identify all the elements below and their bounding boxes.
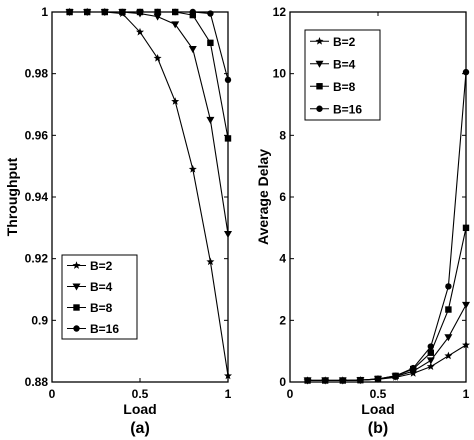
x-tick-label: 1 (463, 387, 470, 401)
legend-marker (73, 325, 80, 332)
data-point-B16 (445, 283, 452, 290)
y-axis-label: Throughput (4, 157, 20, 236)
x-axis-label: Load (123, 401, 156, 417)
y-tick-label: 4 (279, 252, 286, 266)
data-point-B16 (119, 8, 126, 16)
data-point-B16 (374, 375, 382, 383)
data-point-B16 (392, 372, 399, 380)
y-tick-label: 0.96 (25, 128, 49, 142)
legend-marker (316, 83, 323, 90)
x-tick-label: 0 (287, 387, 294, 401)
data-point-B4 (224, 231, 232, 238)
y-tick-label: 0.9 (31, 313, 48, 327)
data-point-B16 (84, 8, 91, 16)
chart-panel-a: 0.88 0.9 0.92 0.94 0.96 0.98 1 0 0.5 1 Load Through… (4, 5, 232, 437)
y-tick-label: 6 (279, 190, 286, 204)
data-point-B16 (427, 343, 434, 350)
y-tick-label: 0.88 (25, 375, 49, 389)
panel-label: (a) (130, 420, 150, 437)
data-point-B2 (426, 362, 435, 370)
data-point-B8 (224, 135, 232, 142)
series-line-B4 (307, 304, 467, 382)
data-point-B8 (445, 306, 452, 313)
legend-entry: B=16 (90, 322, 119, 336)
data-point-B4 (171, 21, 180, 29)
legend-marker (72, 283, 81, 291)
y-tick-label: 8 (279, 128, 286, 142)
legend-entry: B=8 (333, 80, 356, 94)
series-line-B8 (307, 227, 467, 382)
y-axis-label: Average Delay (255, 149, 271, 245)
y-tick-label: 10 (273, 67, 287, 81)
data-point-B2 (444, 351, 453, 360)
legend-marker (315, 60, 324, 68)
data-point-B16 (101, 8, 109, 16)
x-axis-label: Load (361, 401, 394, 417)
data-point-B16 (339, 377, 346, 384)
data-point-B2 (171, 97, 180, 105)
x-tick-label: 0 (49, 387, 56, 401)
legend-entry: B=2 (333, 35, 356, 49)
data-point-B16 (154, 8, 161, 16)
data-point-B16 (172, 8, 179, 16)
x-tick-label: 0.5 (370, 387, 387, 401)
data-point-B4 (426, 357, 435, 365)
data-point-B2 (462, 340, 470, 349)
legend-marker (72, 261, 81, 269)
legend-entry: B=8 (90, 301, 113, 315)
y-tick-label: 12 (273, 5, 287, 19)
data-point-B4 (188, 46, 197, 53)
legend-marker (315, 37, 324, 45)
series-line-B2 (307, 344, 467, 382)
data-point-B2 (224, 371, 232, 380)
data-point-B16 (410, 364, 417, 372)
data-point-B2 (153, 54, 162, 62)
series-line-B16 (307, 72, 467, 382)
data-point-B16 (207, 10, 214, 17)
series-line-B16 (69, 11, 229, 80)
data-point-B2 (206, 257, 215, 266)
y-tick-label: 0.94 (25, 190, 49, 204)
legend-entry: B=2 (90, 259, 113, 273)
legend-marker (73, 304, 80, 311)
data-point-B16 (304, 377, 311, 384)
data-point-B4 (153, 13, 162, 21)
y-tick-label: 0.92 (25, 252, 49, 266)
data-point-B16 (66, 8, 73, 16)
legend-entry: B=4 (90, 280, 113, 294)
legend-marker (316, 105, 323, 112)
legend-entry: B=4 (333, 57, 356, 71)
data-point-B16 (357, 376, 364, 384)
data-point-B8 (462, 224, 470, 232)
data-point-B4 (444, 334, 453, 342)
legend-box (304, 29, 381, 121)
data-point-B2 (136, 27, 144, 36)
series-line-B8 (69, 11, 229, 139)
y-tick-label: 2 (279, 313, 286, 327)
y-tick-label: 1 (41, 5, 48, 19)
panel-label: (b) (368, 420, 388, 437)
data-point-B4 (206, 116, 215, 124)
data-point-B16 (462, 68, 470, 76)
legend-entry: B=16 (333, 102, 362, 116)
y-tick-label: 0 (279, 375, 286, 389)
data-point-B16 (322, 377, 329, 384)
data-point-B8 (207, 39, 214, 47)
data-point-B2 (188, 165, 197, 173)
x-tick-label: 1 (225, 387, 232, 401)
data-point-B16 (224, 76, 232, 84)
chart-panel-b: 0 2 4 6 8 10 12 0 0.5 1 Load Average Delay (b) B=2 B=4… (255, 5, 470, 437)
y-tick-label: 0.98 (25, 67, 49, 81)
x-tick-label: 0.5 (132, 387, 149, 401)
data-point-B16 (136, 8, 144, 16)
data-point-B4 (462, 301, 470, 309)
data-point-B16 (189, 8, 196, 16)
legend-box (61, 254, 138, 340)
data-point-B8 (427, 349, 434, 356)
